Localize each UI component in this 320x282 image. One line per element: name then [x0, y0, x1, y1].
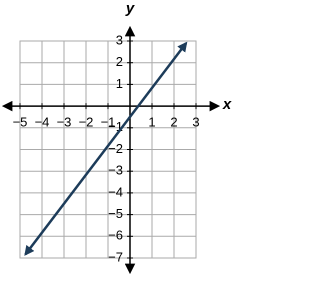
y-tick-label: −7: [108, 249, 123, 264]
x-tick-label: −4: [35, 115, 50, 130]
x-tick-label: −2: [79, 115, 94, 130]
y-tick-label: −1: [108, 119, 123, 134]
y-tick-label: −3: [108, 163, 123, 178]
y-tick-label: −5: [108, 206, 123, 221]
x-axis-label: x: [222, 96, 232, 113]
y-tick-label: −4: [108, 184, 123, 199]
x-tick-label: 2: [170, 115, 177, 130]
x-tick-label: 1: [148, 115, 155, 130]
x-tick-label: −3: [57, 115, 72, 130]
y-axis-label: y: [125, 0, 135, 17]
y-tick-label: −6: [108, 228, 123, 243]
y-tick-label: 3: [116, 32, 123, 47]
line: [24, 41, 188, 256]
x-tick-label: −5: [13, 115, 28, 130]
y-tick-label: 2: [116, 54, 123, 69]
x-tick-label: 3: [192, 115, 199, 130]
y-tick-label: 1: [116, 76, 123, 91]
